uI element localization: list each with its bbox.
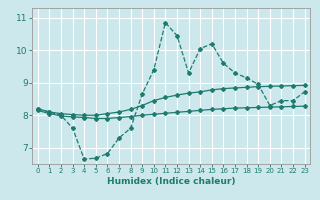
X-axis label: Humidex (Indice chaleur): Humidex (Indice chaleur) xyxy=(107,177,236,186)
